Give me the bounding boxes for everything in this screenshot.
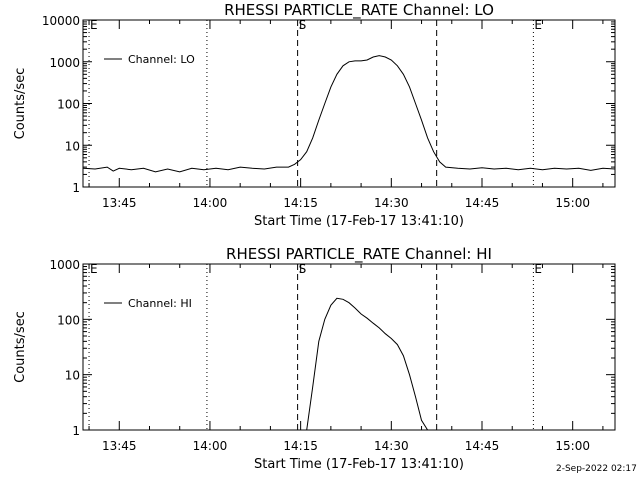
marker-label: E (90, 262, 98, 276)
x-tick-label: 14:00 (193, 196, 228, 210)
footer-timestamp: 2-Sep-2022 02:17 (556, 464, 637, 474)
marker-label: S (299, 18, 307, 32)
y-tick-label: 100 (57, 313, 80, 327)
y-tick-label: 1 (72, 424, 80, 438)
x-axis-label: Start Time (17-Feb-17 13:41:10) (254, 214, 464, 229)
marker-label: E (534, 18, 542, 32)
plot-frame (82, 263, 616, 431)
chart-title: RHESSI PARTICLE_RATE Channel: HI (226, 245, 492, 264)
y-tick-label: 100 (57, 98, 80, 112)
x-tick-label: 15:00 (555, 439, 590, 453)
marker-label: S (299, 262, 307, 276)
series-line (306, 297, 429, 430)
chart-title: RHESSI PARTICLE_RATE Channel: LO (224, 1, 494, 20)
plot-frame (82, 19, 616, 188)
x-tick-label: 14:15 (283, 196, 318, 210)
y-axis-label: Counts/sec (13, 68, 28, 140)
chart-panel-2: RHESSI PARTICLE_RATE Channel: HI Counts/s… (13, 245, 616, 472)
y-tick-label: 10 (65, 369, 80, 383)
y-tick-label: 1000 (49, 56, 80, 70)
chart-panel-1: RHESSI PARTICLE_RATE Channel: LO Counts/s… (13, 1, 616, 229)
x-axis-label: Start Time (17-Feb-17 13:41:10) (254, 457, 464, 472)
y-axis-label: Counts/sec (13, 311, 28, 383)
legend-label: Channel: HI (128, 297, 192, 310)
marker-label: E (534, 262, 542, 276)
series-line (83, 55, 615, 173)
x-tick-label: 14:45 (465, 439, 500, 453)
x-tick-label: 14:15 (283, 439, 318, 453)
y-tick-label: 10 (65, 139, 80, 153)
y-tick-label: 1000 (49, 258, 80, 272)
x-tick-label: 14:30 (374, 439, 409, 453)
x-tick-label: 13:45 (102, 439, 137, 453)
x-tick-label: 14:30 (374, 196, 409, 210)
x-tick-label: 14:00 (193, 439, 228, 453)
marker-label: E (90, 18, 98, 32)
x-tick-label: 13:45 (102, 196, 137, 210)
x-tick-label: 15:00 (555, 196, 590, 210)
y-tick-label: 10000 (42, 14, 80, 28)
legend-label: Channel: LO (128, 53, 195, 66)
y-tick-label: 1 (72, 181, 80, 195)
x-tick-label: 14:45 (465, 196, 500, 210)
